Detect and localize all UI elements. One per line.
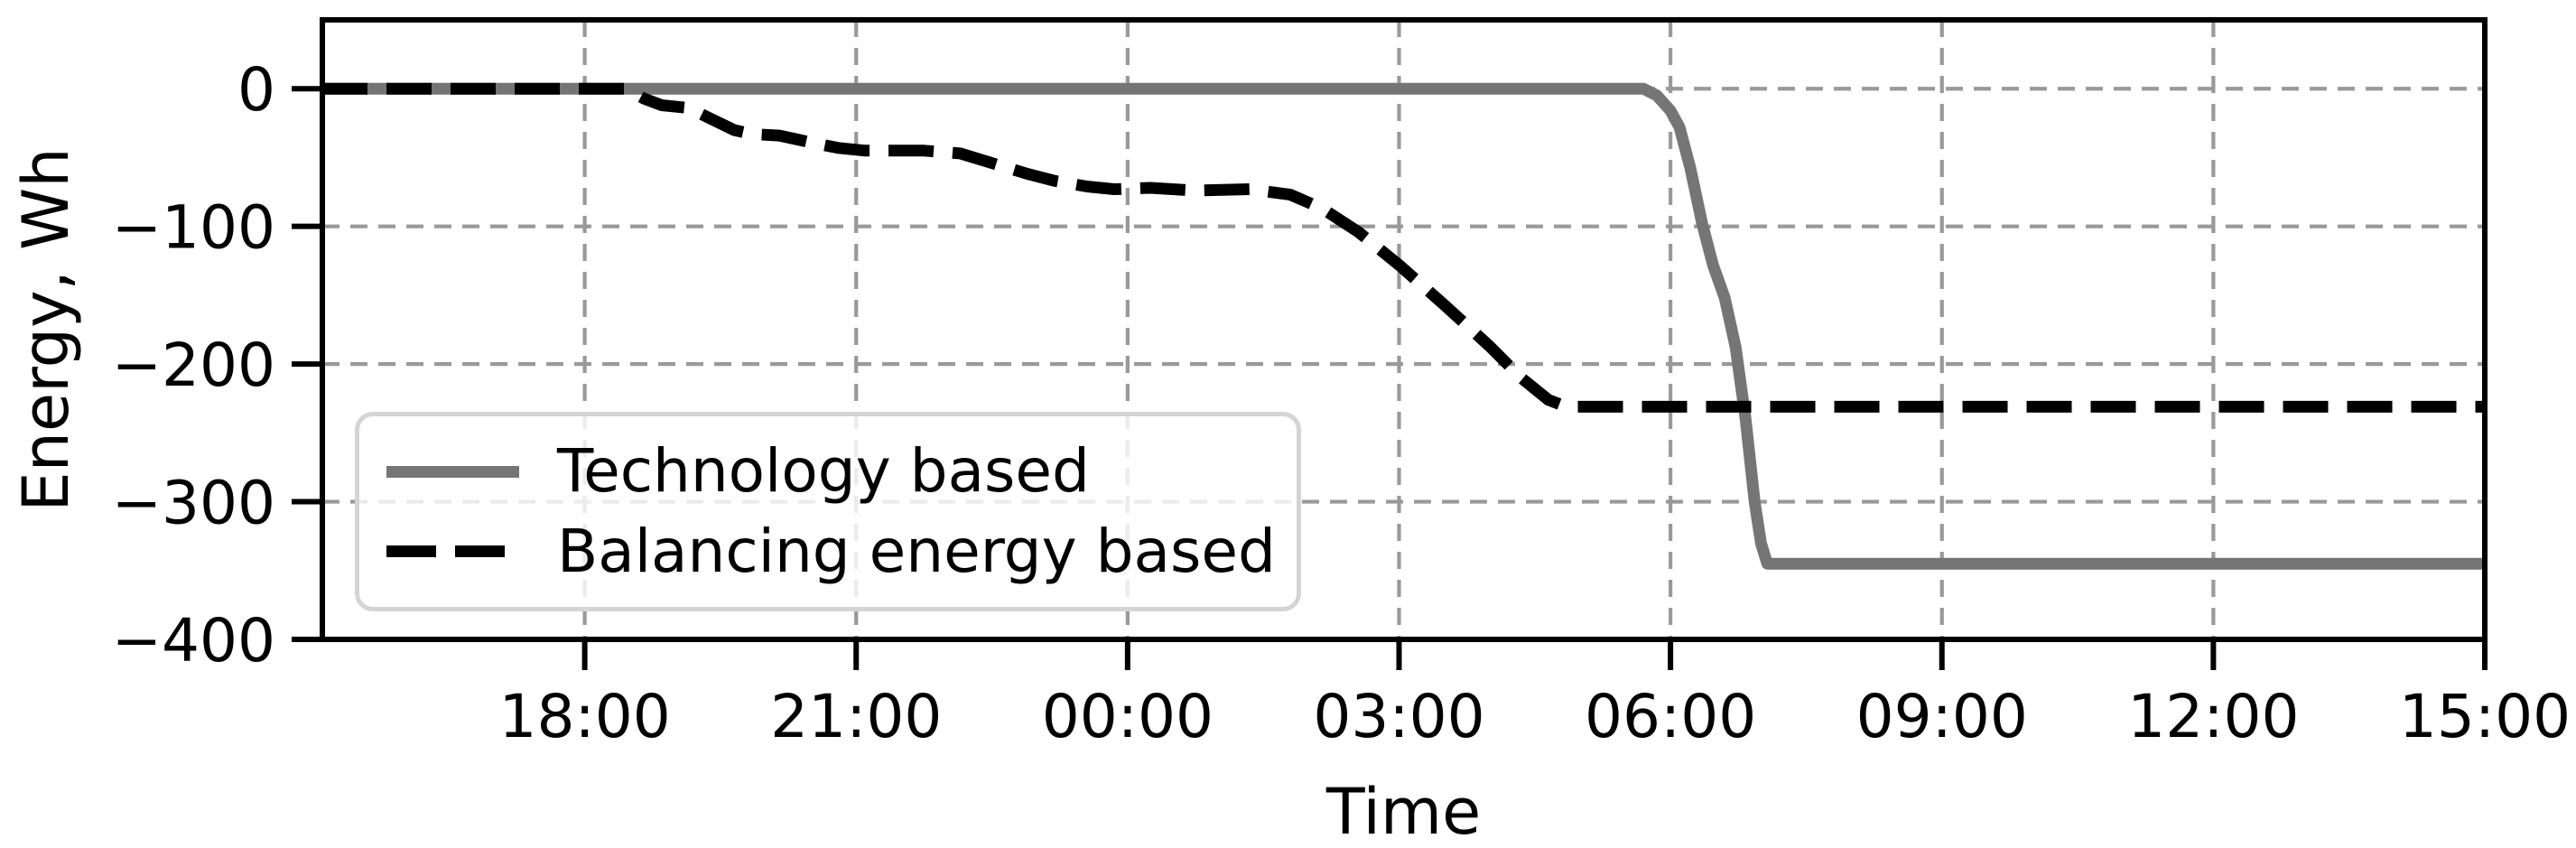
legend-entry-technology: Technology based bbox=[386, 442, 1269, 501]
x-tick-label: 21:00 bbox=[770, 682, 942, 751]
legend-label: Balancing energy based bbox=[557, 516, 1276, 586]
x-tick-label: 03:00 bbox=[1313, 682, 1484, 751]
y-axis-label: Energy, Wh bbox=[9, 147, 83, 512]
y-tick-label: −200 bbox=[112, 331, 275, 400]
legend: Technology based Balancing energy based bbox=[355, 412, 1301, 611]
x-tick-label: 06:00 bbox=[1585, 682, 1756, 751]
series-line-technology-based bbox=[322, 82, 2485, 570]
x-tick-label: 00:00 bbox=[1042, 682, 1214, 751]
legend-line-sample-dashed bbox=[386, 545, 519, 558]
x-tick-label: 09:00 bbox=[1856, 682, 2028, 751]
x-axis-label: Time bbox=[1325, 775, 1482, 848]
y-tick-label: 0 bbox=[237, 55, 275, 125]
y-tick-label: −100 bbox=[112, 193, 275, 263]
y-tick-label: −300 bbox=[112, 469, 275, 538]
y-tick-label: −400 bbox=[112, 606, 275, 676]
x-tick-label: 18:00 bbox=[499, 682, 671, 751]
x-tick-label: 12:00 bbox=[2127, 682, 2299, 751]
axes-spines bbox=[320, 17, 2488, 642]
series-line-balancing-energy-based bbox=[322, 82, 2485, 413]
legend-entry-balancing: Balancing energy based bbox=[386, 521, 1276, 582]
x-tick-label: 15:00 bbox=[2399, 682, 2571, 751]
legend-label: Technology based bbox=[557, 436, 1090, 507]
legend-line-sample-solid bbox=[386, 465, 519, 478]
